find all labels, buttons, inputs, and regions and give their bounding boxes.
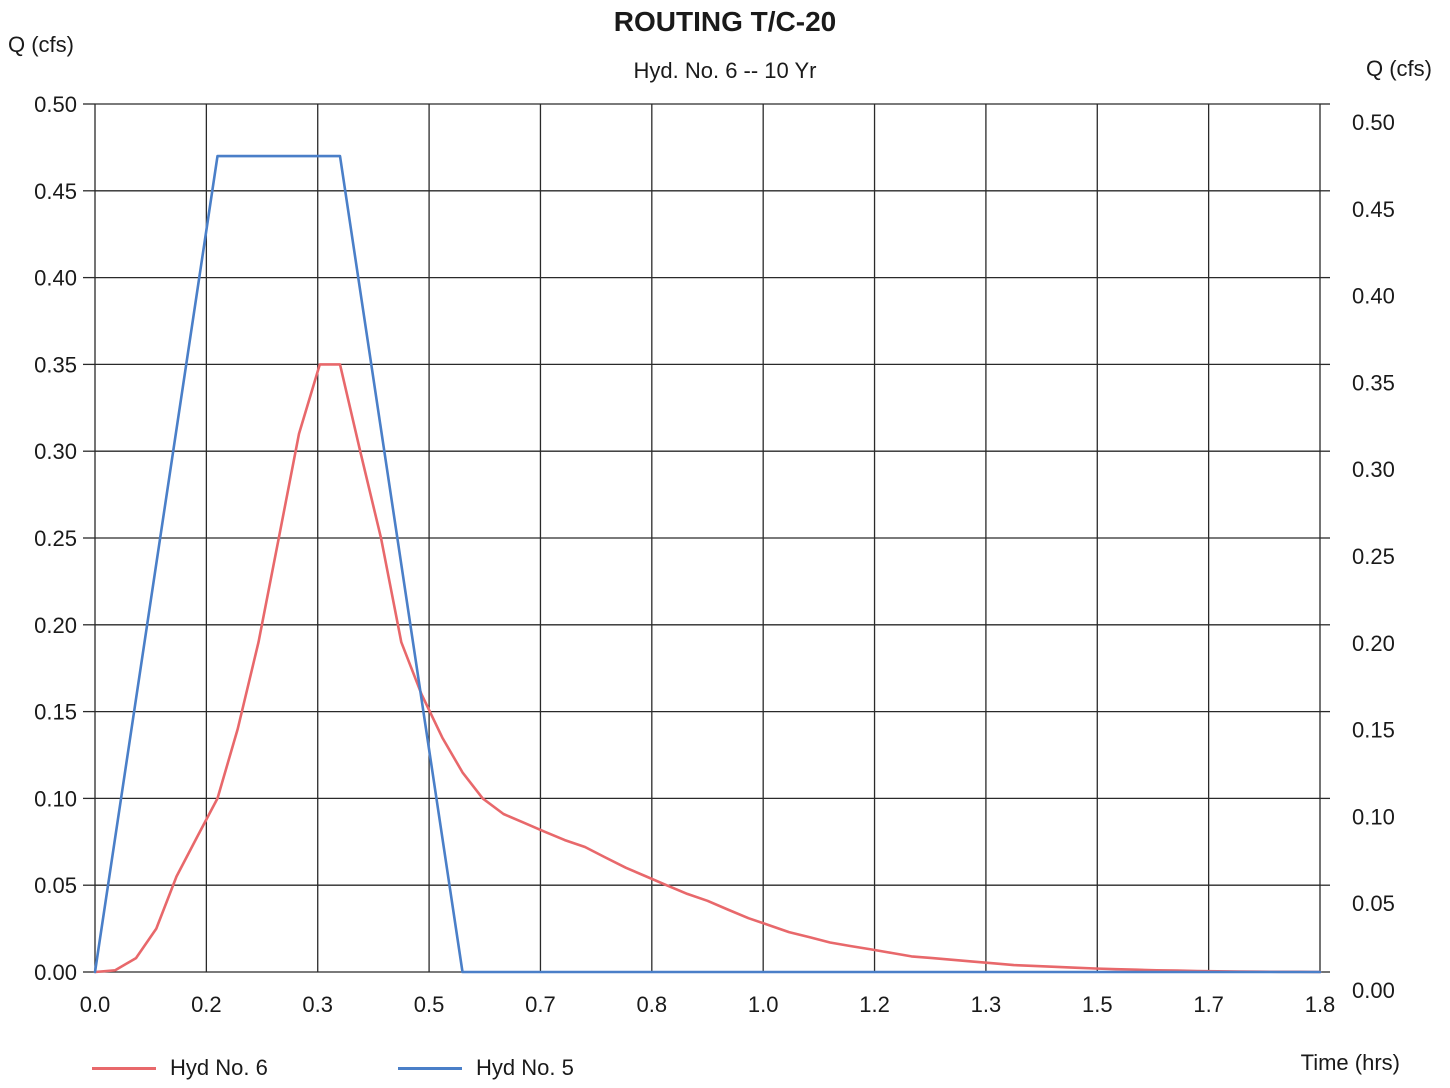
y-tick-label-right: 0.05 [1352, 891, 1395, 916]
y-tick-label-right: 0.35 [1352, 370, 1395, 395]
y-tick-label-left: 0.20 [34, 613, 77, 638]
x-tick-label: 0.5 [414, 992, 445, 1017]
series-line-1 [93, 154, 1322, 974]
y-axis-label-left: Q (cfs) [8, 32, 74, 57]
legend-item-hyd-5: Hyd No. 5 [398, 1055, 574, 1081]
y-tick-label-left: 0.00 [34, 960, 77, 985]
x-tick-label: 1.0 [748, 992, 779, 1017]
chart-subtitle: Hyd. No. 6 -- 10 Yr [633, 58, 817, 83]
x-tick-label: 0.2 [191, 992, 222, 1017]
y-tick-label-right: 0.15 [1352, 718, 1395, 743]
y-tick-label-right: 0.30 [1352, 457, 1395, 482]
x-tick-label: 0.0 [80, 992, 111, 1017]
y-tick-label-right: 0.45 [1352, 197, 1395, 222]
y-tick-label-left: 0.15 [34, 700, 77, 725]
x-tick-label: 1.3 [971, 992, 1002, 1017]
y-axis-label-right: Q (cfs) [1366, 56, 1432, 81]
x-tick-label: 0.7 [525, 992, 556, 1017]
y-tick-label-left: 0.25 [34, 526, 77, 551]
y-tick-label-right: 0.50 [1352, 110, 1395, 135]
y-tick-label-left: 0.10 [34, 786, 77, 811]
y-tick-label-left: 0.50 [34, 92, 77, 117]
y-tick-label-left: 0.30 [34, 439, 77, 464]
chart-title: ROUTING T/C-20 [613, 6, 837, 37]
y-tick-label-right: 0.00 [1352, 978, 1395, 1003]
legend-swatch-hyd-5 [398, 1066, 462, 1070]
x-tick-label: 0.3 [302, 992, 333, 1017]
y-tick-label-right: 0.20 [1352, 631, 1395, 656]
legend-label-hyd-6: Hyd No. 6 [170, 1055, 268, 1080]
x-tick-label: 1.8 [1305, 992, 1336, 1017]
x-tick-label: 1.2 [859, 992, 890, 1017]
y-tick-label-left: 0.40 [34, 266, 77, 291]
series-line-0 [93, 363, 1322, 974]
y-tick-label-left: 0.05 [34, 873, 77, 898]
y-tick-label-right: 0.25 [1352, 544, 1395, 569]
x-tick-label: 1.7 [1193, 992, 1224, 1017]
x-axis-label: Time (hrs) [1300, 1050, 1400, 1075]
y-tick-label-left: 0.35 [34, 352, 77, 377]
legend-swatch-hyd-6 [92, 1066, 156, 1070]
y-tick-label-right: 0.10 [1352, 804, 1395, 829]
legend-item-hyd-6: Hyd No. 6 [92, 1055, 268, 1081]
y-tick-label-right: 0.40 [1352, 284, 1395, 309]
legend-label-hyd-5: Hyd No. 5 [476, 1055, 574, 1080]
x-tick-label: 1.5 [1082, 992, 1113, 1017]
x-tick-label: 0.8 [637, 992, 668, 1017]
y-tick-label-left: 0.45 [34, 179, 77, 204]
